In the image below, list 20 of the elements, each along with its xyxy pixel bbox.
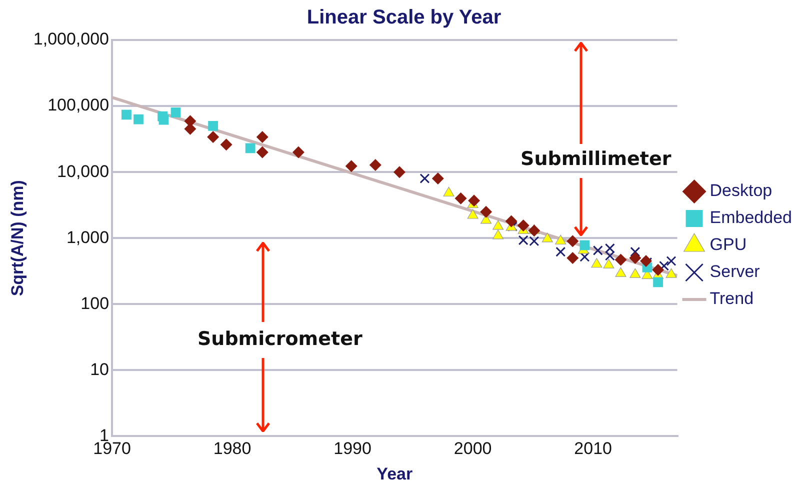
y-tick-label: 10,000 <box>57 162 110 181</box>
legend-label: Embedded <box>710 208 792 228</box>
y-tick-label: 1,000 <box>66 228 110 247</box>
y-tick-label: 1,000,000 <box>33 30 110 49</box>
legend-label: Server <box>710 262 760 282</box>
legend-label: GPU <box>710 235 747 254</box>
x-tick-label: 2000 <box>454 439 492 458</box>
chart-title: Linear Scale by Year <box>306 6 502 29</box>
y-tick-label: 100,000 <box>48 96 110 115</box>
x-tick-label: 2010 <box>574 439 612 458</box>
annotation: Submillimeter <box>520 148 672 170</box>
x-tick-label: 1990 <box>334 439 372 458</box>
y-axis-title: Sqrt(A/N) (nm) <box>8 180 27 296</box>
x-tick-label: 1980 <box>213 439 252 458</box>
x-axis-title: Year <box>376 464 413 484</box>
annotation: Submicrometer <box>198 328 362 350</box>
y-tick-label: 100 <box>80 294 110 313</box>
legend-label: Desktop <box>710 181 772 200</box>
y-tick-label: 10 <box>90 360 110 379</box>
legend-label: Trend <box>710 289 754 308</box>
